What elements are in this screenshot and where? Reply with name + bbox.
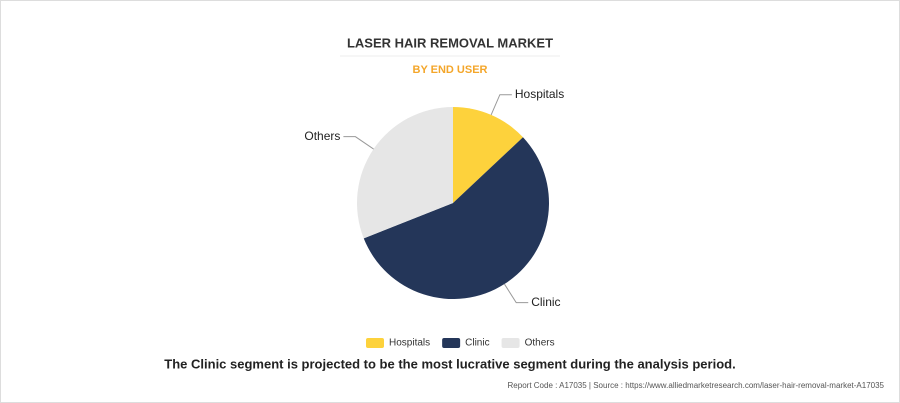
leader-line: [343, 136, 374, 150]
chart-title: LASER HAIR REMOVAL MARKET: [347, 35, 553, 50]
pie-slice: [453, 107, 523, 203]
pie-slice: [357, 107, 453, 239]
slice-label: Hospitals: [515, 87, 564, 101]
chart-subtitle: BY END USER: [413, 64, 488, 76]
slice-label: Clinic: [531, 295, 560, 309]
legend-swatch: [442, 338, 461, 348]
leader-line: [504, 283, 529, 304]
slice-label: Others: [304, 129, 340, 143]
legend-label: Clinic: [465, 338, 489, 349]
legend-swatch: [366, 338, 384, 348]
source: Report Code : A17035 | Source : https://…: [508, 381, 885, 390]
legend-label: Others: [525, 338, 555, 349]
legend-label: Hospitals: [389, 338, 430, 349]
caption: The Clinic segment is projected to be th…: [164, 356, 735, 371]
pie-slice: [363, 137, 549, 299]
leader-line: [490, 94, 512, 116]
legend-swatch: [501, 338, 520, 348]
